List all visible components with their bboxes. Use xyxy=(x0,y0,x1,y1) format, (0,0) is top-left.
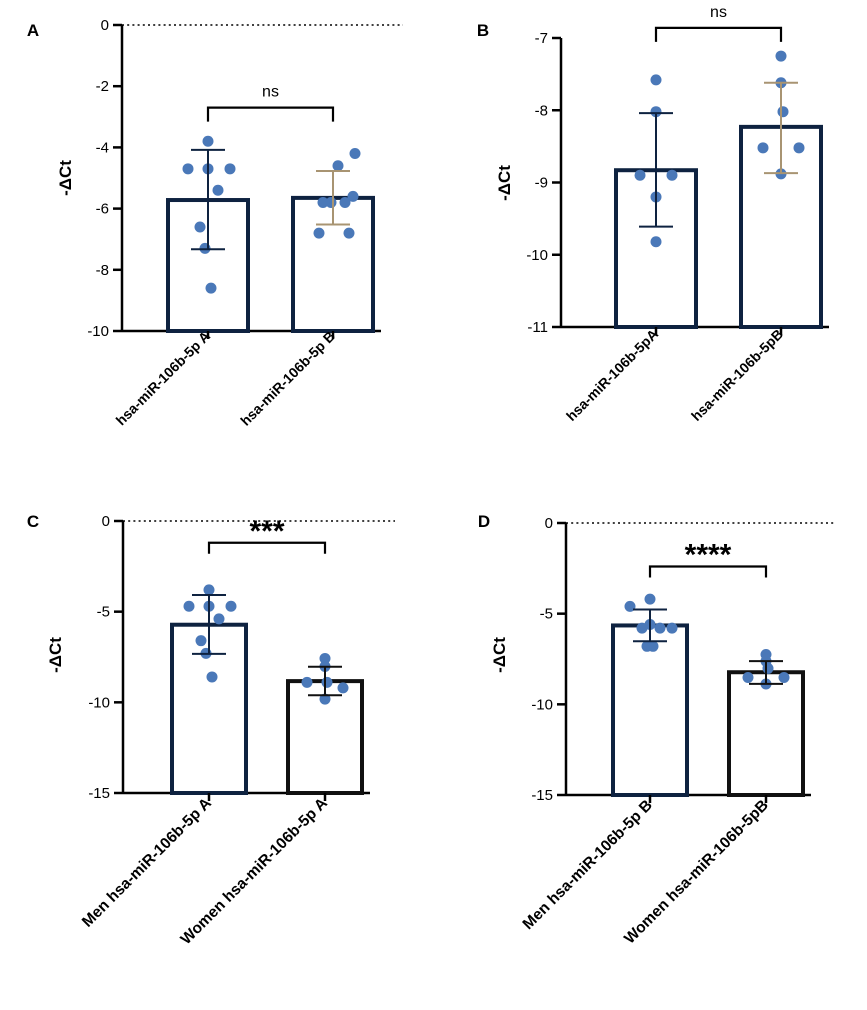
data-point xyxy=(644,593,656,605)
x-category-label: hsa-miR-106b-5p A xyxy=(113,328,214,429)
data-point xyxy=(202,135,214,147)
y-tick-label: -10 xyxy=(526,247,548,264)
data-point xyxy=(195,635,207,647)
data-point xyxy=(194,221,206,233)
y-axis-label: -ΔCt xyxy=(495,165,514,201)
data-point xyxy=(339,196,351,208)
y-tick-label: -10 xyxy=(531,696,553,713)
bar-group xyxy=(166,135,250,339)
y-tick-label: -10 xyxy=(87,323,109,340)
y-tick-label: -11 xyxy=(527,319,548,336)
data-point xyxy=(650,74,662,86)
data-point xyxy=(636,622,648,634)
data-point xyxy=(666,169,678,181)
bar-group xyxy=(611,593,689,803)
data-point xyxy=(762,662,774,674)
significance-bracket xyxy=(648,565,768,578)
significance-label: *** xyxy=(249,515,284,548)
y-axis-label: -ΔCt xyxy=(56,160,75,196)
bar-group xyxy=(739,50,823,335)
data-point xyxy=(650,106,662,118)
y-tick-label: 0 xyxy=(545,515,553,532)
bar-group xyxy=(727,648,805,803)
data-point xyxy=(654,622,666,634)
data-point xyxy=(650,236,662,248)
significance-bracket xyxy=(207,541,327,554)
y-tick-label: -5 xyxy=(540,606,553,623)
y-tick-label: -15 xyxy=(531,787,553,804)
y-axis-label: -ΔCt xyxy=(46,637,65,673)
data-point xyxy=(319,652,331,664)
x-category-label: Men hsa-miR-106b-5p A xyxy=(79,795,215,931)
x-category-label: Men hsa-miR-106b-5p B xyxy=(520,797,656,933)
data-point xyxy=(343,227,355,239)
data-point xyxy=(742,671,754,683)
y-tick-label: 0 xyxy=(101,17,109,34)
bar xyxy=(727,670,805,797)
data-point xyxy=(182,163,194,175)
data-point xyxy=(347,190,359,202)
significance-label: ns xyxy=(262,84,279,101)
data-point xyxy=(319,693,331,705)
y-tick-label: -10 xyxy=(88,694,110,711)
data-point xyxy=(203,584,215,596)
data-point xyxy=(337,682,349,694)
bar-group xyxy=(170,584,248,801)
data-point xyxy=(301,676,313,688)
x-category-label: hsa-miR-106b-5pA xyxy=(563,326,661,424)
y-tick-label: -2 xyxy=(96,78,109,95)
data-point xyxy=(225,600,237,612)
y-tick-label: -8 xyxy=(535,102,548,119)
data-point xyxy=(212,184,224,196)
y-tick-label: -6 xyxy=(96,201,109,218)
significance-label: **** xyxy=(685,539,732,572)
y-axis-label: -ΔCt xyxy=(490,637,509,673)
data-point xyxy=(224,163,236,175)
bar-group xyxy=(614,74,698,335)
data-point xyxy=(775,50,787,62)
data-point xyxy=(624,600,636,612)
data-point xyxy=(647,640,659,652)
data-point xyxy=(793,142,805,154)
y-tick-label: 0 xyxy=(102,513,110,530)
y-tick-label: -7 xyxy=(535,30,548,47)
data-point xyxy=(321,676,333,688)
panel-letter: B xyxy=(477,21,489,40)
data-point xyxy=(777,106,789,118)
data-point xyxy=(778,671,790,683)
panel-letter: C xyxy=(27,512,39,531)
data-point xyxy=(317,196,329,208)
significance-bracket xyxy=(654,26,783,42)
y-tick-label: -15 xyxy=(88,785,110,802)
y-tick-label: -4 xyxy=(96,139,109,156)
significance-bracket xyxy=(206,106,335,122)
x-category-label: hsa-miR-106b-5p B xyxy=(237,328,338,429)
y-tick-label: -9 xyxy=(535,175,548,192)
data-point xyxy=(205,282,217,294)
data-point xyxy=(634,169,646,181)
data-point xyxy=(666,622,678,634)
bar-group xyxy=(286,652,364,801)
panel-letter: A xyxy=(27,21,39,40)
panel-letter: D xyxy=(478,512,490,531)
panel-b: B -ΔCt -7 -8 -9 -10 -11 hsa-miR-106b-5pA hsa-miR… xyxy=(477,4,829,424)
bar-group xyxy=(291,148,375,339)
data-point xyxy=(332,160,344,172)
y-tick-label: -8 xyxy=(96,262,109,279)
data-point xyxy=(213,613,225,625)
data-point xyxy=(206,671,218,683)
data-point xyxy=(757,142,769,154)
y-tick-label: -5 xyxy=(97,604,110,621)
data-point xyxy=(183,600,195,612)
data-point xyxy=(349,148,361,160)
significance-label: ns xyxy=(710,4,727,21)
x-category-label: hsa-miR-106b-5pB xyxy=(688,326,786,424)
data-point xyxy=(313,227,325,239)
data-point xyxy=(325,196,337,208)
